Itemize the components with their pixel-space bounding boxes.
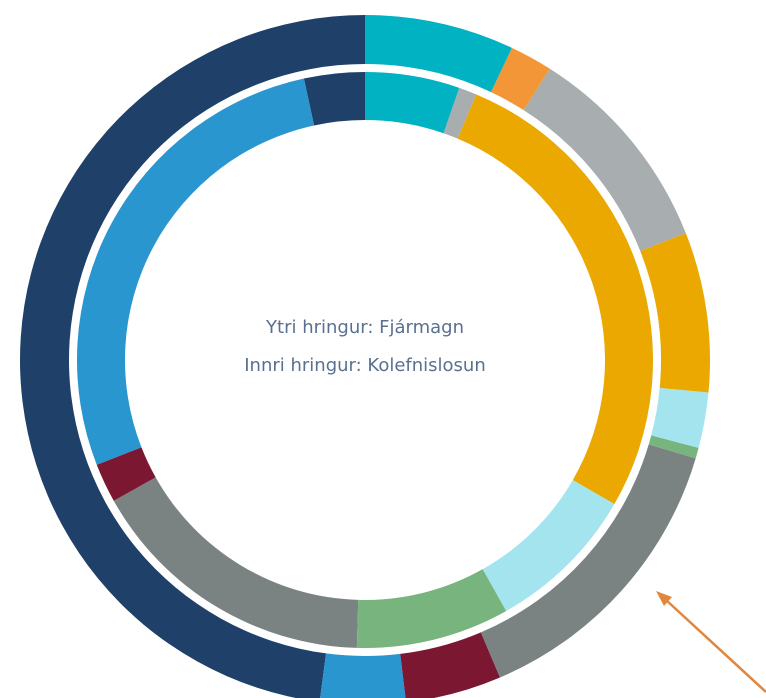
donut-segment [651, 387, 709, 448]
donut-segment [96, 447, 156, 501]
center-text: Innri hringur: Kolefnislosun [244, 355, 486, 376]
donut-segment [365, 15, 512, 93]
donut-segment [320, 653, 406, 698]
donut-segment [365, 72, 460, 134]
donut-segment [523, 68, 686, 252]
donut-segment [648, 435, 699, 459]
donut-segment [491, 47, 550, 111]
donut-segment [640, 232, 710, 393]
arrow-head [656, 591, 672, 606]
arrow-line [665, 599, 766, 693]
annotation-arrow [656, 591, 766, 693]
donut-segment [356, 569, 507, 648]
donut-segment [20, 15, 365, 698]
donut-segment [480, 444, 696, 678]
donut-segment [400, 632, 501, 698]
donut-segment [113, 477, 359, 648]
center-text: Ytri hringur: Fjármagn [265, 317, 464, 338]
donut-segment [482, 480, 615, 611]
donut-segment [457, 94, 654, 504]
donut-segment [76, 78, 315, 465]
donut-segment [443, 87, 477, 139]
donut-segment [303, 72, 365, 126]
